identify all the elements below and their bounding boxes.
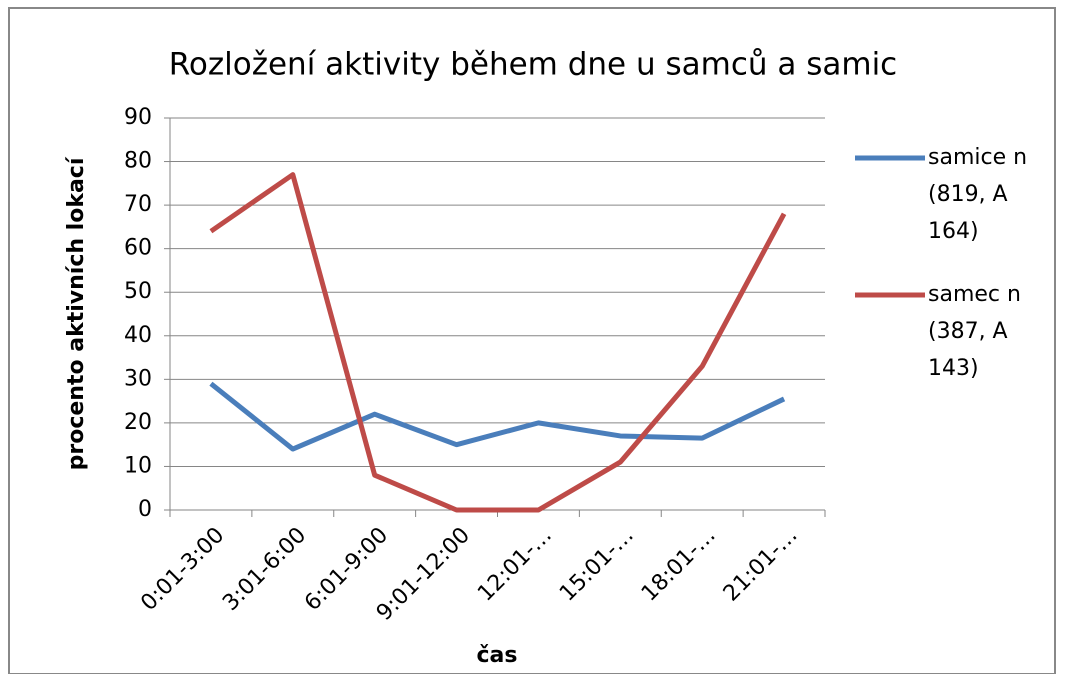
- legend-item: samec n (387, A 143): [928, 282, 1021, 381]
- legend-label: samice n (819, A 164): [928, 145, 1028, 244]
- x-axis-label: čas: [477, 643, 518, 668]
- y-tick-label: 40: [124, 323, 152, 348]
- series-line: [209, 381, 786, 452]
- legend-label: samec n (387, A 143): [928, 282, 1021, 381]
- y-tick-label: 0: [138, 497, 152, 522]
- y-tick-label: 10: [124, 453, 152, 478]
- y-tick-label: 60: [124, 236, 152, 261]
- y-tick-label: 30: [124, 366, 152, 391]
- y-tick-label: 80: [124, 149, 152, 174]
- y-tick-label: 90: [124, 105, 152, 130]
- legend-item: samice n (819, A 164): [928, 145, 1028, 244]
- y-tick-label: 50: [124, 279, 152, 304]
- chart-title: Rozložení aktivity během dne u samců a s…: [169, 47, 897, 83]
- y-tick-label: 70: [124, 192, 152, 217]
- chart-frame: [8, 7, 1056, 675]
- y-tick-label: 20: [124, 410, 152, 435]
- y-axis-label: procento aktivních lokací: [64, 156, 89, 470]
- series-line: [209, 172, 787, 513]
